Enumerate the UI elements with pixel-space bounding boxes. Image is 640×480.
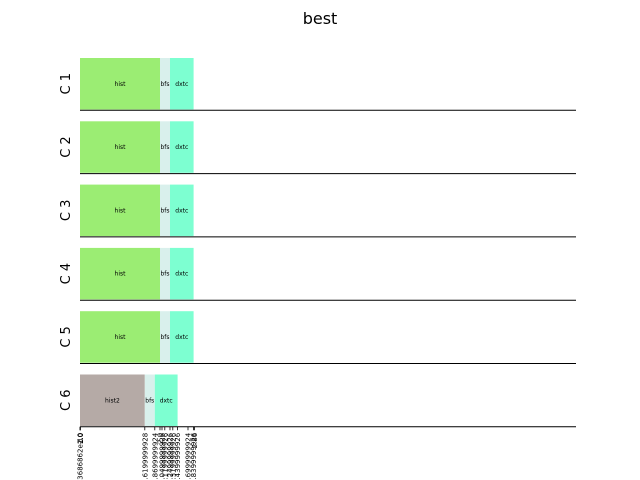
chart-title: best: [303, 9, 338, 28]
chart-row: hist bfs dxtc C 3: [59, 184, 576, 238]
x-tick-label: 2.2499999926: [167, 432, 175, 480]
x-tick-label: -2.0: [77, 433, 85, 447]
bar-segment-hist: [80, 58, 160, 110]
row-label: C 3: [59, 200, 74, 221]
chart-row: hist bfs dxtc C 4: [59, 247, 576, 301]
segment-label: dxtc: [175, 81, 188, 88]
segment-label: bfs: [145, 397, 154, 404]
bar-segment-dxtc: [170, 184, 194, 237]
x-tick-label: 1.0: [77, 433, 85, 444]
segment-label: dxtc: [175, 271, 188, 278]
bar-segment-bfs: [160, 58, 170, 110]
row-label: C 6: [59, 390, 74, 411]
bar-segment-dxtc: [154, 374, 178, 426]
bar-segment-bfs: [160, 311, 170, 363]
bar-segment-hist: [80, 184, 160, 237]
x-axis-ticks: -2.02.3686862e-101.0 1.6199999928 1.869999…: [77, 426, 199, 480]
segment-label: hist: [115, 144, 127, 151]
bar-segment-hist: [80, 311, 160, 363]
row-label: C 1: [59, 73, 74, 94]
x-tick-label: 1.8699999924: [151, 432, 159, 480]
row-label: C 4: [59, 263, 74, 284]
bar-segment-hist: [80, 247, 160, 300]
x-tick-label: 2.0499999926: [159, 432, 167, 480]
chart-row: hist bfs dxtc C 1: [59, 58, 576, 111]
segment-label: bfs: [160, 207, 169, 214]
bar-segment-hist2: [80, 374, 145, 426]
segment-label: hist: [115, 81, 127, 88]
segment-label: bfs: [160, 144, 169, 151]
x-tick-label: 2.1199999926: [161, 432, 169, 480]
bar-segment-hist: [80, 121, 160, 173]
bar-segment-bfs: [160, 184, 170, 237]
segment-label: bfs: [160, 334, 169, 341]
bar-segment-bfs: [160, 121, 170, 173]
x-tick-label: 1.6199999928: [141, 433, 149, 480]
segment-label: dxtc: [160, 397, 173, 404]
bar-segment-bfs: [144, 374, 155, 426]
x-tick-label: 2.6999999924: [185, 432, 193, 480]
segment-label: hist: [115, 334, 127, 341]
segment-label: hist2: [105, 397, 120, 404]
x-tick-label: 2.3686862e-10: [77, 433, 85, 480]
x-tick-label: 2.4399999926: [174, 432, 182, 480]
segment-label: bfs: [160, 81, 169, 88]
row-label: C 5: [59, 326, 74, 347]
x-tick-label: 2.3199999926: [169, 432, 177, 480]
segment-label: dxtc: [175, 144, 188, 151]
chart-row: hist bfs dxtc C 2: [59, 121, 576, 175]
segment-label: hist: [115, 271, 127, 278]
bar-segment-dxtc: [170, 247, 194, 300]
bar-segment-dxtc: [170, 121, 194, 173]
bar-segment-dxtc: [170, 58, 194, 110]
x-tick-label: 2.0: [157, 433, 165, 444]
segment-label: hist: [115, 207, 127, 214]
bar-segment-bfs: [160, 247, 170, 300]
segment-label: dxtc: [175, 207, 188, 214]
row-label: C 2: [59, 136, 74, 157]
segment-label: dxtc: [175, 334, 188, 341]
bar-segment-dxtc: [170, 311, 194, 363]
x-tick-label: 2.8399999926: [190, 432, 198, 480]
segment-label: bfs: [160, 271, 169, 278]
x-tick-label: 2.86: [191, 432, 199, 448]
chart-row: hist2 bfs dxtc C 6: [59, 374, 576, 428]
chart-row: hist bfs dxtc C 5: [59, 311, 576, 364]
